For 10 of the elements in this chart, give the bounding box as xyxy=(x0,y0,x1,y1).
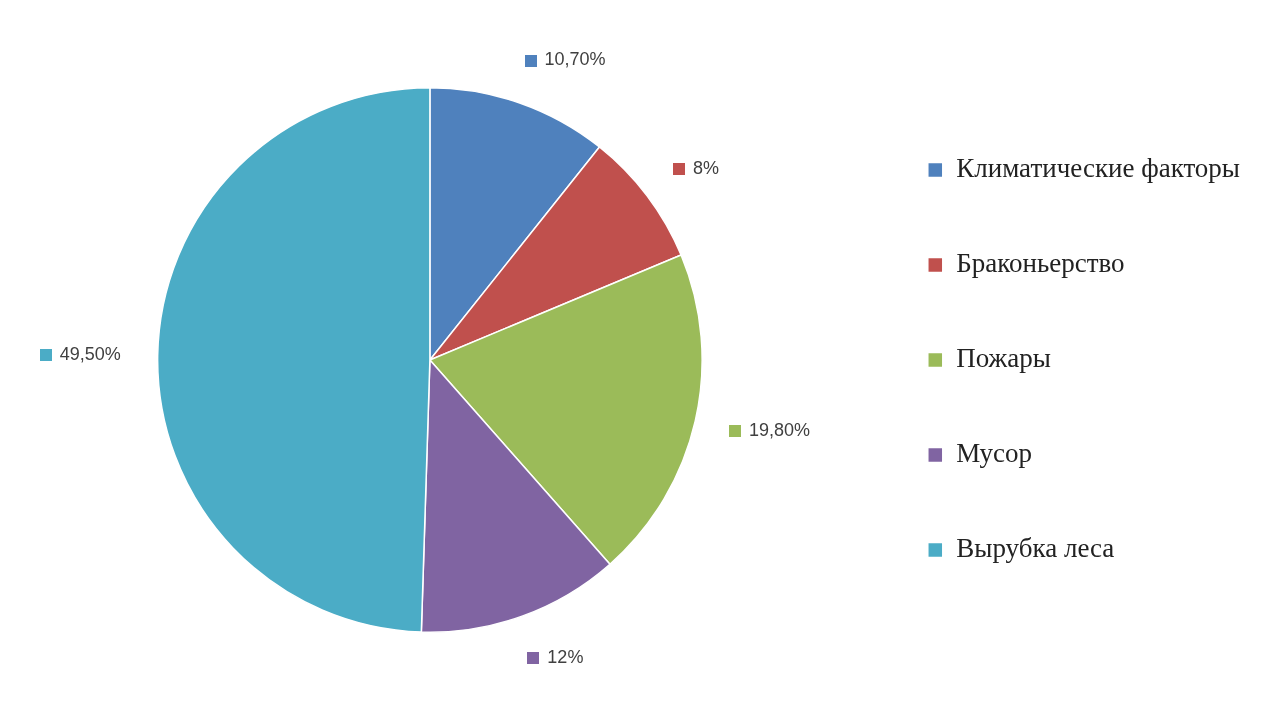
data-label: 19,80% xyxy=(749,420,811,441)
legend-label: Вырубка леса xyxy=(956,533,1115,564)
data-label: 12% xyxy=(547,647,584,668)
legend-label: Мусор xyxy=(956,438,1033,469)
legend-label: Климатические факторы xyxy=(956,153,1241,184)
legend-label: Браконьерство xyxy=(956,248,1125,279)
legend-label: Пожары xyxy=(956,343,1051,374)
data-label: 8% xyxy=(692,157,720,178)
data-label: 10,70% xyxy=(544,49,606,70)
data-label: 49,50% xyxy=(59,343,121,364)
